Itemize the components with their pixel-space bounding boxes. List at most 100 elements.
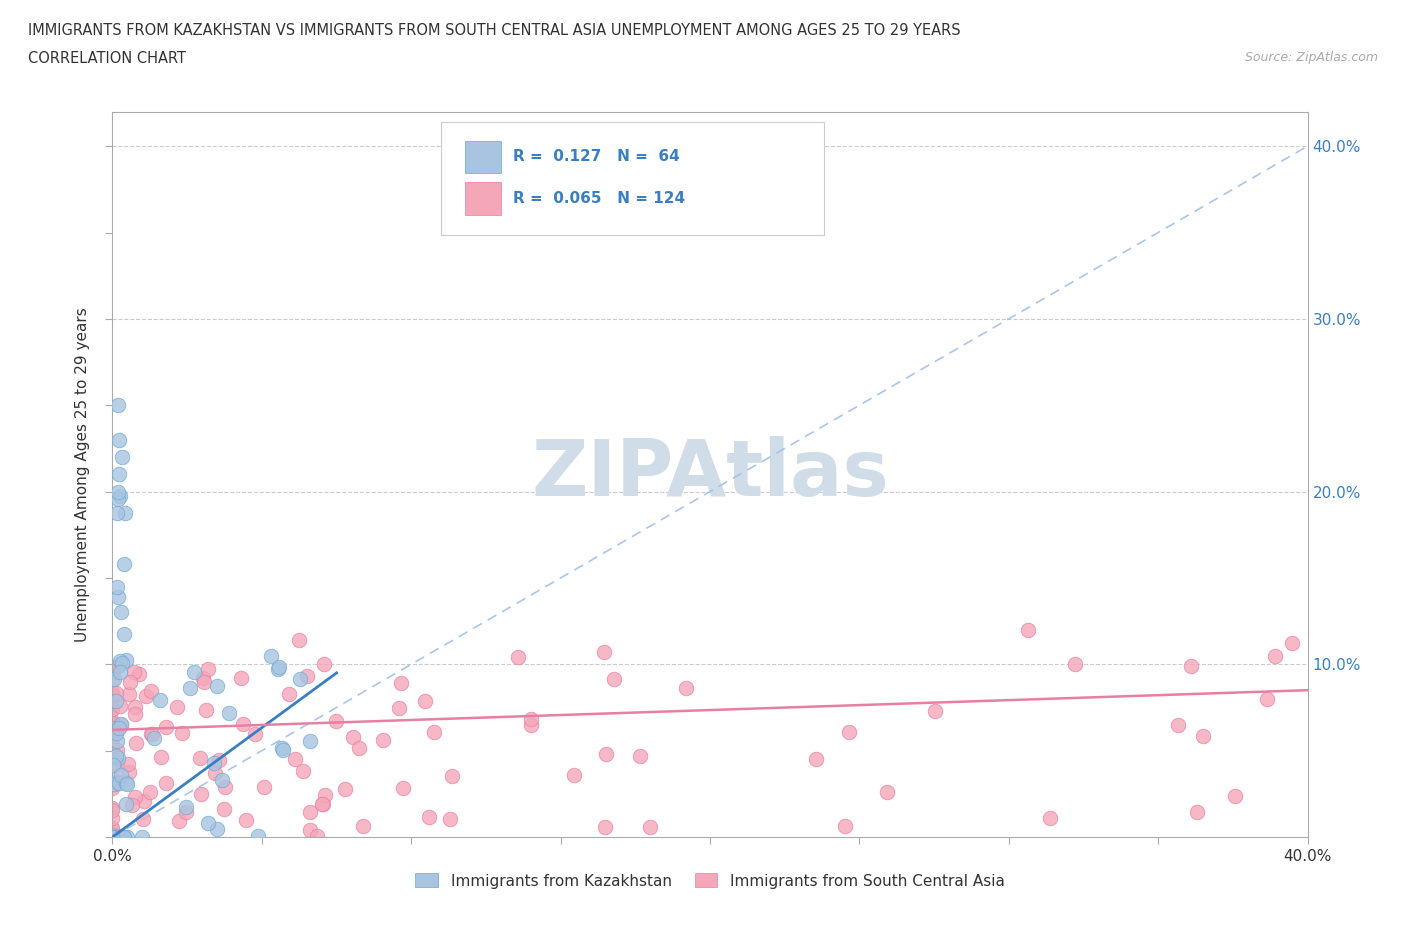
- Point: [115, 797, 138, 812]
- Point: [104, 725, 127, 740]
- Point: [105, 743, 128, 758]
- Point: [520, 717, 543, 732]
- Point: [155, 720, 177, 735]
- Point: [108, 775, 131, 790]
- Point: [115, 777, 138, 791]
- Point: [101, 803, 124, 817]
- Point: [392, 780, 415, 795]
- Point: [101, 811, 124, 826]
- Point: [271, 742, 294, 757]
- Point: [520, 711, 543, 726]
- Point: [105, 685, 128, 700]
- Y-axis label: Unemployment Among Ages 25 to 29 years: Unemployment Among Ages 25 to 29 years: [75, 307, 90, 642]
- Point: [110, 654, 132, 669]
- Point: [267, 661, 290, 676]
- Point: [124, 707, 146, 722]
- Point: [111, 655, 134, 670]
- Point: [101, 684, 124, 699]
- Point: [204, 755, 226, 770]
- Point: [101, 686, 124, 701]
- Point: [104, 777, 127, 791]
- Point: [103, 830, 125, 844]
- Text: R =  0.127   N =  64: R = 0.127 N = 64: [513, 149, 679, 164]
- Point: [101, 739, 124, 754]
- Point: [595, 747, 617, 762]
- Point: [125, 736, 148, 751]
- Point: [277, 686, 299, 701]
- Point: [166, 699, 188, 714]
- Point: [141, 684, 163, 698]
- Point: [110, 767, 132, 782]
- Point: [101, 823, 124, 838]
- Point: [107, 398, 129, 413]
- Point: [103, 777, 125, 791]
- Point: [1167, 718, 1189, 733]
- Point: [105, 506, 128, 521]
- Point: [194, 702, 217, 717]
- Point: [675, 681, 697, 696]
- Legend: Immigrants from Kazakhstan, Immigrants from South Central Asia: Immigrants from Kazakhstan, Immigrants f…: [409, 868, 1011, 895]
- Point: [101, 758, 124, 773]
- Point: [413, 694, 436, 709]
- Point: [104, 721, 127, 736]
- Point: [108, 830, 131, 844]
- Point: [347, 741, 370, 756]
- Point: [1064, 657, 1087, 671]
- Point: [1225, 789, 1247, 804]
- Point: [232, 716, 254, 731]
- Point: [124, 790, 146, 804]
- Point: [110, 604, 132, 619]
- Point: [155, 776, 177, 790]
- Point: [190, 787, 212, 802]
- Point: [311, 796, 333, 811]
- Point: [439, 812, 461, 827]
- Point: [118, 675, 141, 690]
- Point: [214, 779, 236, 794]
- Point: [118, 764, 141, 779]
- Point: [371, 732, 394, 747]
- Point: [117, 757, 139, 772]
- Point: [593, 820, 616, 835]
- Point: [112, 627, 135, 642]
- FancyBboxPatch shape: [465, 182, 501, 215]
- Point: [107, 485, 129, 499]
- Point: [108, 665, 131, 680]
- Point: [305, 829, 328, 844]
- Point: [101, 830, 124, 844]
- Point: [101, 780, 124, 795]
- Point: [132, 794, 155, 809]
- Point: [312, 796, 335, 811]
- Point: [101, 701, 124, 716]
- Point: [107, 658, 129, 673]
- Point: [205, 679, 228, 694]
- Point: [112, 830, 135, 844]
- Point: [603, 671, 626, 686]
- Point: [243, 726, 266, 741]
- Point: [108, 467, 131, 482]
- Point: [247, 828, 270, 843]
- Point: [508, 649, 530, 664]
- Point: [105, 579, 128, 594]
- Point: [1281, 635, 1303, 650]
- Point: [314, 657, 336, 671]
- Point: [214, 802, 236, 817]
- Point: [128, 666, 150, 681]
- Point: [105, 756, 128, 771]
- Point: [101, 713, 124, 728]
- Point: [628, 749, 651, 764]
- Point: [1264, 649, 1286, 664]
- Point: [229, 671, 252, 685]
- Point: [179, 681, 201, 696]
- Point: [107, 590, 129, 604]
- Point: [638, 819, 661, 834]
- Point: [110, 716, 132, 731]
- Point: [211, 772, 233, 787]
- Point: [197, 816, 219, 830]
- FancyBboxPatch shape: [441, 123, 824, 235]
- Point: [876, 785, 898, 800]
- Point: [174, 804, 197, 819]
- Point: [121, 797, 143, 812]
- Point: [314, 788, 336, 803]
- Point: [838, 724, 860, 739]
- Point: [101, 820, 124, 835]
